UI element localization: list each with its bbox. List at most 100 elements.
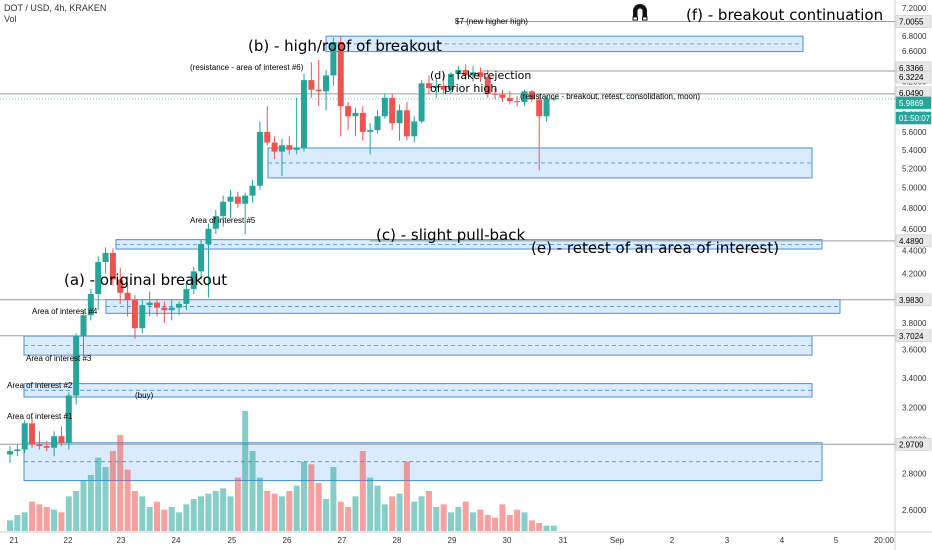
candle[interactable]	[315, 89, 322, 92]
candle[interactable]	[168, 307, 175, 311]
candle[interactable]	[514, 101, 521, 103]
candle[interactable]	[374, 116, 381, 131]
candle[interactable]	[367, 130, 374, 132]
price-tag	[895, 70, 932, 84]
candle[interactable]	[492, 93, 499, 95]
price-tick-label: 4.2000	[902, 270, 927, 279]
candle[interactable]	[87, 294, 94, 316]
volume-bar	[242, 411, 249, 531]
candle[interactable]	[278, 145, 285, 152]
candle[interactable]	[286, 145, 293, 150]
candle[interactable]	[425, 83, 432, 89]
candle[interactable]	[352, 112, 359, 117]
candle[interactable]	[7, 451, 13, 455]
candle[interactable]	[146, 302, 153, 306]
candle[interactable]	[58, 436, 65, 443]
candle[interactable]	[95, 262, 102, 295]
candle[interactable]	[528, 91, 535, 100]
time-tick-label: 31	[559, 536, 568, 545]
candle[interactable]	[73, 336, 80, 396]
candle[interactable]	[220, 201, 227, 217]
zone-box[interactable]	[267, 147, 813, 179]
candle[interactable]	[433, 85, 440, 89]
time-tick-label: 3	[725, 536, 730, 545]
candle[interactable]	[161, 307, 168, 311]
candle[interactable]	[381, 97, 388, 117]
candle[interactable]	[124, 292, 131, 301]
volume-bar	[359, 451, 366, 531]
candle[interactable]	[205, 228, 212, 245]
candle[interactable]	[470, 72, 477, 76]
candle[interactable]	[389, 97, 396, 124]
candle[interactable]	[14, 449, 21, 452]
candle[interactable]	[117, 279, 124, 293]
candle[interactable]	[550, 98, 557, 100]
candle[interactable]	[51, 436, 58, 448]
candle[interactable]	[448, 73, 454, 90]
candle[interactable]	[499, 94, 506, 98]
candle[interactable]	[80, 315, 87, 337]
candle[interactable]	[249, 185, 256, 196]
volume-bar	[543, 525, 550, 531]
candle[interactable]	[36, 444, 43, 447]
candle[interactable]	[403, 110, 410, 137]
candle[interactable]	[455, 69, 462, 74]
candle[interactable]	[543, 98, 550, 117]
candle[interactable]	[131, 300, 138, 329]
candle[interactable]	[154, 302, 160, 308]
candle[interactable]	[462, 69, 469, 76]
annotation-c: (c) - slight pull-back	[376, 226, 525, 244]
candle[interactable]	[484, 76, 491, 94]
candle[interactable]	[242, 195, 249, 204]
candle[interactable]	[264, 131, 271, 143]
candle[interactable]	[102, 252, 109, 263]
candle[interactable]	[183, 289, 190, 304]
volume-bar	[65, 496, 72, 531]
volume-bar	[190, 499, 197, 531]
candle[interactable]	[330, 42, 337, 76]
candle[interactable]	[198, 244, 205, 272]
candle[interactable]	[139, 305, 146, 329]
candle[interactable]	[256, 131, 263, 186]
candle[interactable]	[234, 196, 241, 204]
volume-bar	[528, 520, 535, 531]
price-tick-label: 6.6000	[902, 47, 927, 56]
candle[interactable]	[359, 112, 366, 132]
candle[interactable]	[506, 97, 513, 102]
candle[interactable]	[190, 271, 197, 290]
volume-bar	[256, 477, 263, 531]
candle[interactable]	[227, 196, 234, 202]
candle[interactable]	[308, 80, 315, 90]
candle[interactable]	[21, 423, 28, 450]
candle[interactable]	[418, 83, 425, 122]
candle[interactable]	[65, 395, 72, 443]
candle[interactable]	[477, 72, 484, 77]
volume-bar	[499, 504, 506, 531]
candle[interactable]	[521, 91, 528, 102]
volume-bar	[87, 475, 94, 531]
candle[interactable]	[29, 423, 36, 445]
candle[interactable]	[271, 142, 278, 152]
candle[interactable]	[536, 99, 543, 117]
magnet-icon[interactable]	[630, 2, 650, 22]
candle[interactable]	[337, 42, 344, 107]
volume-bar	[176, 512, 183, 531]
price-tick-label: 5.6000	[902, 128, 927, 137]
candle[interactable]	[212, 216, 219, 229]
candle[interactable]	[396, 110, 403, 124]
candle[interactable]	[323, 75, 330, 92]
volume-bar	[205, 493, 212, 531]
candle[interactable]	[411, 121, 418, 137]
price-tag-label: 6.0490	[899, 89, 924, 98]
time-tick-label: 28	[393, 536, 402, 545]
candle[interactable]	[440, 85, 447, 90]
candle[interactable]	[301, 80, 307, 148]
candle[interactable]	[345, 106, 352, 117]
candle[interactable]	[109, 252, 116, 280]
candle[interactable]	[43, 446, 50, 448]
price-tag	[895, 96, 932, 110]
candle[interactable]	[293, 147, 300, 150]
price-tick-label: 5.0000	[902, 184, 927, 193]
candle[interactable]	[176, 303, 183, 308]
